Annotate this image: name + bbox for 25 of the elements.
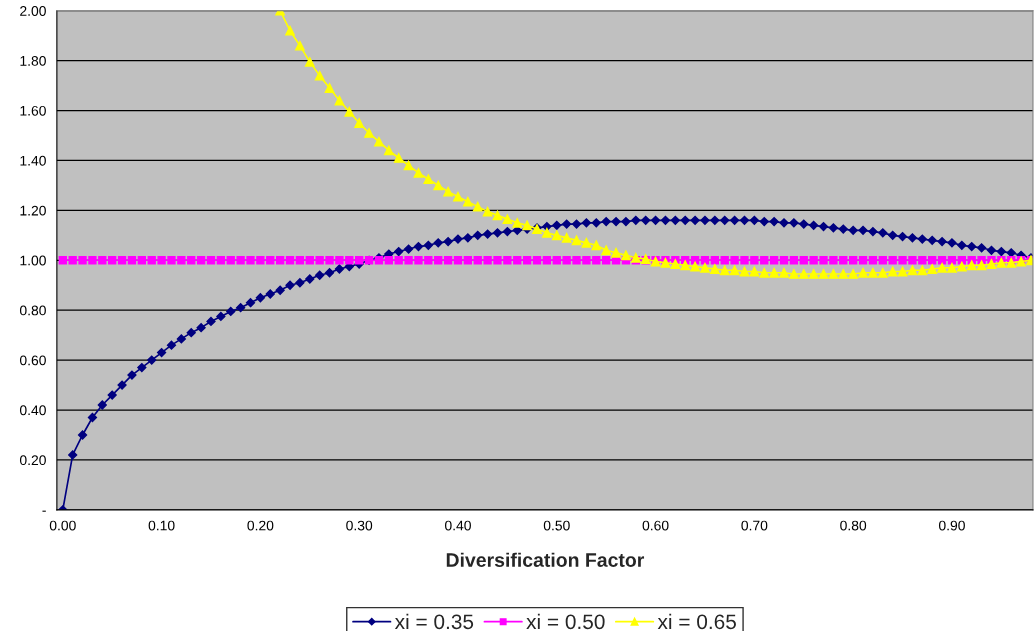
x-tick-label: 0.70 <box>741 520 768 531</box>
y-tick-label: 0.20 <box>19 455 46 466</box>
x-tick-label: 0.60 <box>642 520 669 531</box>
x-tick-label: 0.90 <box>938 520 965 531</box>
y-tick-label: 0.80 <box>19 305 46 316</box>
y-tick-label: 0.60 <box>19 355 46 366</box>
y-tick-label: 0.40 <box>19 405 46 416</box>
y-tick-label: 1.00 <box>20 255 46 266</box>
x-tick-label: 0.30 <box>346 520 373 531</box>
x-axis-title: Diversification Factor <box>446 552 645 567</box>
legend-label: xi = 0.35 <box>394 613 474 630</box>
y-tick-label: 1.20 <box>20 205 46 216</box>
legend-label: xi = 0.65 <box>657 613 736 630</box>
x-tick-label: 0.20 <box>247 520 274 531</box>
x-tick-label: 0.10 <box>148 520 175 531</box>
y-tick-label: 2.00 <box>20 6 46 16</box>
x-tick-label: 0.00 <box>49 520 76 531</box>
y-tick-label: - <box>42 510 46 512</box>
x-tick-label: 0.80 <box>840 520 867 531</box>
y-tick-label: 1.60 <box>20 105 46 116</box>
y-tick-label: 1.80 <box>20 55 46 66</box>
x-tick-label: 0.40 <box>445 520 471 531</box>
y-tick-label: 1.40 <box>20 155 46 166</box>
legend-label: xi = 0.50 <box>526 613 605 630</box>
x-tick-label: 0.50 <box>543 520 570 531</box>
